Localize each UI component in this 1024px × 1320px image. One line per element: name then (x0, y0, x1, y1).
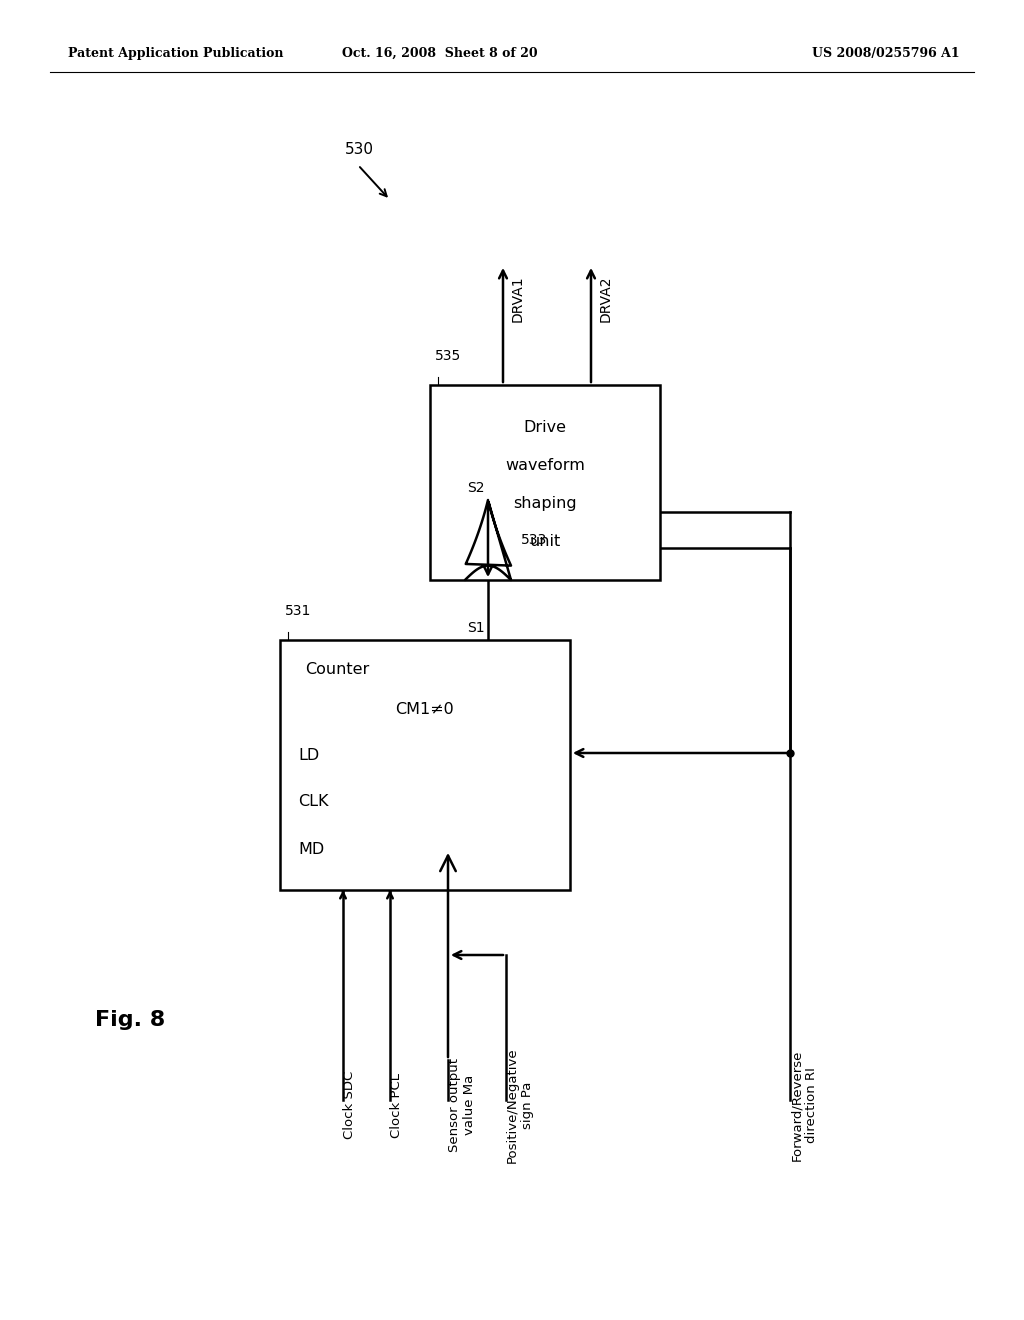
Text: Drive: Drive (523, 420, 566, 436)
Text: LD: LD (298, 747, 319, 763)
Text: 531: 531 (285, 605, 311, 618)
Text: DRVA1: DRVA1 (511, 275, 525, 322)
Text: Fig. 8: Fig. 8 (95, 1010, 165, 1030)
Text: S2: S2 (467, 480, 484, 495)
Text: MD: MD (298, 842, 325, 858)
Text: 533: 533 (521, 533, 547, 546)
Text: Sensor output
value Ma: Sensor output value Ma (449, 1059, 476, 1152)
Text: Oct. 16, 2008  Sheet 8 of 20: Oct. 16, 2008 Sheet 8 of 20 (342, 46, 538, 59)
Text: unit: unit (529, 535, 560, 549)
Text: DRVA2: DRVA2 (599, 275, 613, 322)
Bar (430, 385, 660, 579)
Text: CM1≠0: CM1≠0 (395, 702, 455, 717)
Text: Counter: Counter (305, 663, 370, 677)
Text: Patent Application Publication: Patent Application Publication (68, 46, 284, 59)
Text: CLK: CLK (298, 795, 329, 809)
Text: Clock PCL: Clock PCL (390, 1072, 403, 1138)
Text: S1: S1 (467, 620, 484, 635)
Text: 530: 530 (345, 143, 374, 157)
Text: Forward/Reverse
direction RI: Forward/Reverse direction RI (790, 1049, 818, 1160)
Bar (280, 640, 570, 890)
Text: Positive/Negative
sign Pa: Positive/Negative sign Pa (506, 1047, 534, 1163)
Text: shaping: shaping (513, 496, 577, 511)
Text: US 2008/0255796 A1: US 2008/0255796 A1 (812, 46, 961, 59)
Text: 535: 535 (435, 348, 461, 363)
Text: waveform: waveform (505, 458, 585, 473)
Text: Clock SDC: Clock SDC (343, 1071, 356, 1139)
